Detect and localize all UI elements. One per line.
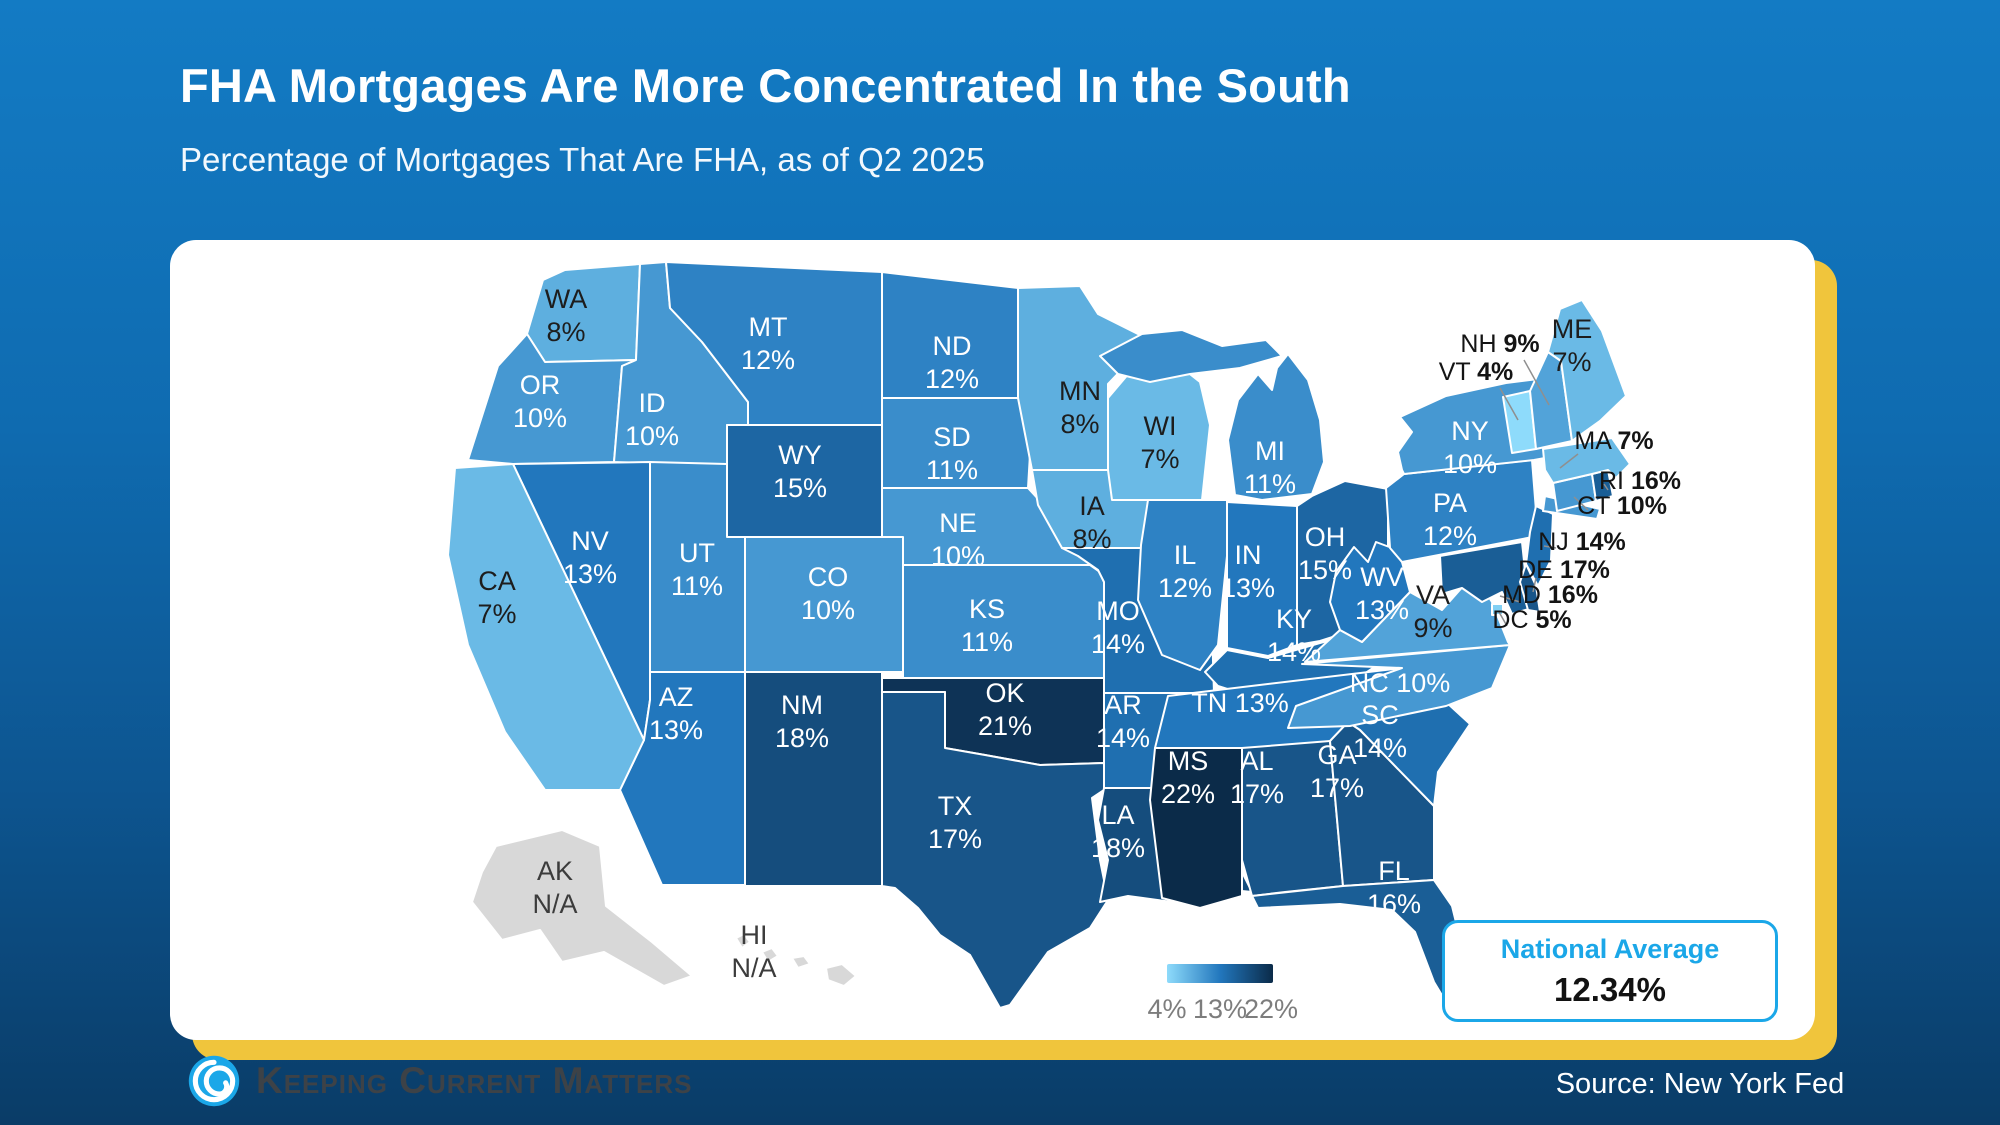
state-hi	[825, 963, 857, 987]
state-label-mt: MT 12%	[741, 312, 795, 375]
legend-gradient-bar	[1167, 964, 1273, 983]
state-label-ne: NE 10%	[931, 508, 985, 571]
us-choropleth-map: WA 8% OR 10% CA 7% ID 10% NV 13% UT 11% AZ 13% MT 12% WY…	[447, 261, 1681, 1013]
callout-nj: NJ 14%	[1538, 528, 1626, 556]
state-label-wa: WA 8%	[545, 284, 588, 347]
state-nj	[1525, 505, 1554, 587]
leader-line-nh	[1523, 359, 1550, 406]
state-tx	[881, 691, 1109, 1009]
leader-line-dc	[1498, 611, 1508, 627]
national-average-box: National Average 12.34%	[1442, 920, 1778, 1022]
state-label-oh: OH 15%	[1298, 522, 1352, 585]
state-ak	[471, 829, 693, 987]
legend-min-label: 4%	[1147, 994, 1187, 1024]
state-label-wv: WV 13%	[1355, 562, 1409, 625]
kcm-swirl-icon	[188, 1055, 240, 1107]
state-label-ak: AK N/A	[532, 856, 577, 919]
state-label-fl: FL 16%	[1367, 856, 1421, 919]
callout-vt: VT 4%	[1439, 358, 1514, 386]
leader-line-de	[1532, 577, 1537, 593]
state-label-sd: SD 11%	[926, 422, 978, 485]
source-credit: Source: New York Fed	[1555, 1068, 1845, 1100]
leader-line-ct	[1573, 496, 1589, 511]
state-label-ny: NY 10%	[1443, 416, 1497, 479]
callout-ri: RI 16%	[1599, 467, 1681, 495]
state-mi	[1227, 353, 1325, 501]
state-wv	[1329, 541, 1411, 643]
callout-ma: MA 7%	[1574, 427, 1653, 455]
state-label-nd: ND 12%	[925, 331, 979, 394]
state-label-ut: UT 11%	[671, 538, 723, 601]
national-average-label: National Average	[1500, 933, 1720, 964]
national-average-value: 12.34%	[1554, 970, 1666, 1008]
state-md	[1439, 541, 1533, 615]
state-nc	[1287, 644, 1511, 729]
state-label-la: LA 18%	[1091, 800, 1145, 863]
state-label-mi: MI 11%	[1244, 436, 1296, 499]
state-label-az: AZ 13%	[649, 682, 703, 745]
state-label-mo: MO 14%	[1091, 596, 1145, 659]
state-label-wi: WI 7%	[1140, 411, 1179, 474]
state-label-ca: CA 7%	[477, 566, 516, 629]
leader-line-ri	[1603, 483, 1609, 491]
state-label-wy: WY 15%	[773, 440, 827, 503]
leader-line-vt	[1499, 387, 1519, 421]
legend-mid-label: 13%	[1192, 994, 1248, 1024]
state-label-va: VA 9%	[1413, 580, 1452, 643]
page-subtitle: Percentage of Mortgages That Are FHA, as…	[180, 141, 985, 178]
state-label-il: IL 12%	[1158, 540, 1212, 603]
state-in	[1226, 501, 1298, 657]
state-label-hi: HI N/A	[731, 920, 776, 983]
leader-line-nj	[1543, 545, 1557, 549]
callout-de: DE 17%	[1518, 556, 1610, 584]
leader-line-ma	[1559, 453, 1579, 469]
brand-name: Keeping Current Matters	[256, 1060, 693, 1101]
state-label-ks: KS 11%	[961, 594, 1013, 657]
state-dc	[1491, 603, 1504, 616]
state-label-or: OR 10%	[513, 370, 567, 433]
page-title: FHA Mortgages Are More Concentrated In t…	[180, 59, 1351, 112]
leader-line-md	[1499, 595, 1521, 603]
state-label-nv: NV 13%	[563, 526, 617, 589]
state-mn	[1017, 285, 1151, 471]
state-ma	[1542, 437, 1631, 484]
state-mi	[1099, 329, 1283, 383]
color-legend: 4% 13% 22%	[1147, 964, 1298, 1024]
callout-dc: DC 5%	[1492, 606, 1571, 634]
state-label-ga: GA 17%	[1310, 740, 1364, 803]
header: FHA Mortgages Are More Concentrated In t…	[180, 58, 1820, 179]
state-label-nc: NC 10%	[1350, 668, 1451, 698]
state-label-ar: AR 14%	[1096, 690, 1150, 753]
callout-nh: NH 9%	[1460, 330, 1539, 358]
state-label-ok: OK 21%	[978, 678, 1032, 741]
state-fl	[1251, 879, 1471, 1013]
state-label-in: IN 13%	[1221, 540, 1275, 603]
state-hi	[735, 933, 751, 949]
state-label-ms: MS 22%	[1161, 746, 1215, 809]
state-ca	[447, 463, 645, 791]
state-label-tn: TN 13%	[1191, 688, 1289, 718]
state-label-sc: SC 14%	[1353, 700, 1407, 763]
callout-md: MD 16%	[1502, 581, 1598, 609]
legend-max-label: 22%	[1243, 994, 1299, 1024]
state-label-ky: KY 14%	[1267, 604, 1321, 667]
brand-logo: Keeping Current Matters	[186, 1052, 692, 1110]
state-label-mn: MN 8%	[1059, 376, 1101, 439]
state-label-al: AL 17%	[1230, 746, 1284, 809]
state-label-co: CO 10%	[801, 562, 855, 625]
state-label-id: ID 10%	[625, 388, 679, 451]
map-card: WA 8% OR 10% CA 7% ID 10% NV 13% UT 11% AZ 13% MT 12% WY…	[170, 240, 1815, 1040]
state-me	[1547, 299, 1627, 442]
state-hi	[791, 955, 811, 969]
state-label-me: ME 7%	[1552, 314, 1593, 377]
state-hi	[761, 947, 779, 963]
state-label-ia: IA 8%	[1072, 491, 1111, 554]
state-label-pa: PA 12%	[1423, 488, 1477, 551]
callout-ct: CT 10%	[1577, 492, 1667, 520]
state-label-nm: NM 18%	[775, 690, 829, 753]
state-label-tx: TX 17%	[928, 791, 982, 854]
